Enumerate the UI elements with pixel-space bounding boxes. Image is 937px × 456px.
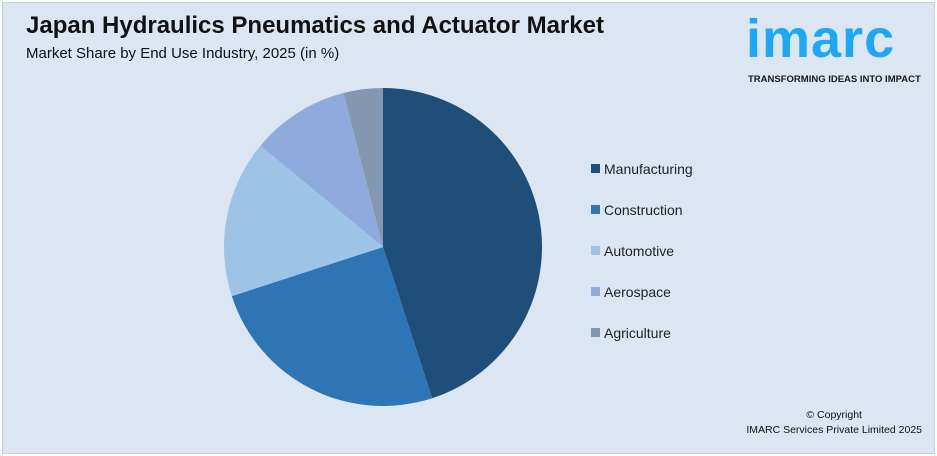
- pie-slice-automotive: [223, 145, 383, 297]
- chart-title: Japan Hydraulics Pneumatics and Actuator…: [26, 12, 604, 39]
- legend-item-automotive: Automotive: [591, 230, 693, 271]
- pie-slice-manufacturing: [383, 88, 542, 399]
- legend-label: Aerospace: [604, 283, 671, 300]
- legend-label: Manufacturing: [604, 160, 693, 177]
- legend-swatch: [591, 164, 600, 173]
- legend-swatch: [591, 328, 600, 337]
- imarc-logo: imarc TRANSFORMING IDEAS INTO IMPACT: [746, 8, 931, 93]
- legend-swatch: [591, 205, 600, 214]
- logo-tagline: TRANSFORMING IDEAS INTO IMPACT: [748, 74, 921, 85]
- pie-slice-construction: [231, 247, 433, 406]
- legend-swatch: [591, 287, 600, 296]
- pie-slice-aerospace: [260, 92, 383, 248]
- legend-label: Agriculture: [604, 324, 671, 341]
- chart-subtitle: Market Share by End Use Industry, 2025 (…: [26, 45, 340, 62]
- legend-item-aerospace: Aerospace: [591, 271, 693, 312]
- legend-item-manufacturing: Manufacturing: [591, 148, 693, 189]
- legend-item-construction: Construction: [591, 189, 693, 230]
- legend-label: Automotive: [604, 242, 675, 259]
- legend-swatch: [591, 246, 600, 255]
- pie-slice-agriculture: [343, 88, 383, 247]
- legend-label: Construction: [604, 201, 683, 218]
- copyright-company: IMARC Services Private Limited 2025: [746, 424, 922, 436]
- legend: Manufacturing Construction Automotive Aeros…: [591, 148, 693, 353]
- logo-wordmark: imarc: [746, 9, 896, 69]
- copyright-label: © Copyright: [806, 409, 862, 421]
- copyright: © Copyright IMARC Services Private Limit…: [746, 408, 922, 438]
- legend-item-agriculture: Agriculture: [591, 312, 693, 353]
